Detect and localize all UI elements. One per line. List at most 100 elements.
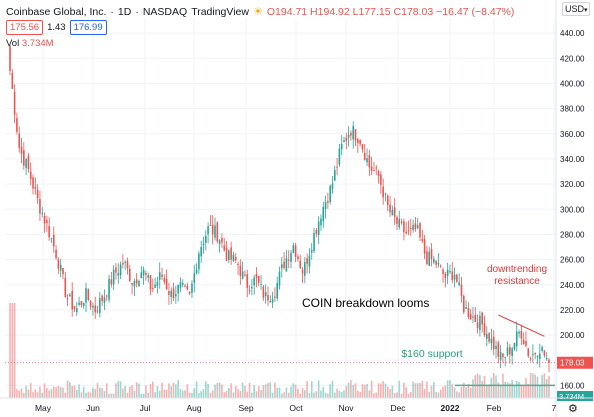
volume-bar	[228, 387, 230, 398]
candle-body	[225, 247, 228, 261]
volume-bar	[48, 390, 50, 398]
candle-body	[412, 224, 414, 231]
volume-bar	[108, 393, 110, 398]
volume-bar	[257, 385, 260, 398]
candle-body	[140, 272, 143, 279]
x-tick-label: Feb	[487, 403, 502, 413]
volume-bar	[327, 393, 329, 398]
candle-body	[92, 305, 94, 308]
candle-body	[133, 281, 136, 287]
bid-ask-row: 175.56 1.43 176.99	[6, 20, 107, 35]
candle-body	[89, 301, 92, 307]
candle-body	[82, 302, 85, 307]
candle-body	[460, 284, 463, 296]
volume-bar	[278, 387, 281, 398]
volume-bar	[158, 390, 161, 398]
volume-bar	[407, 393, 410, 398]
volume-bar	[149, 384, 152, 398]
volume-bar	[52, 386, 55, 398]
candle-body	[239, 265, 242, 276]
candle-body	[548, 359, 550, 363]
volume-bar	[13, 303, 16, 398]
candle-body	[255, 273, 258, 278]
candle-body	[308, 255, 311, 267]
volume-bar	[310, 381, 313, 398]
bid-price[interactable]: 175.56	[6, 20, 44, 35]
candle-body	[80, 301, 83, 305]
volume-bar	[96, 383, 99, 398]
volume-bar	[509, 383, 511, 398]
candle-body	[407, 230, 410, 232]
candle-body	[228, 250, 230, 261]
y-tick-label: 280.00	[560, 230, 585, 239]
volume-bar	[202, 389, 205, 398]
x-tick-label: 2022	[441, 403, 460, 413]
candle-body	[119, 264, 122, 276]
volume-bar	[290, 386, 292, 398]
candle-body	[368, 155, 371, 168]
candle-body	[87, 289, 90, 300]
candle-body	[16, 118, 18, 132]
volume-bar	[506, 382, 509, 398]
ask-price[interactable]: 176.99	[69, 20, 107, 35]
currency-selector[interactable]: USD▾	[562, 2, 590, 16]
volume-bar	[225, 391, 228, 398]
volume-bar	[472, 379, 474, 398]
x-tick-label: Oct	[289, 403, 303, 413]
volume-bar	[152, 381, 154, 398]
volume-bar	[255, 391, 258, 398]
candle-body	[490, 338, 493, 344]
volume-bar	[147, 392, 150, 398]
candle-body	[543, 350, 546, 356]
volume-bar	[437, 392, 440, 398]
candle-body	[515, 331, 518, 347]
annotation-label: $160 support	[401, 348, 462, 360]
candle-body	[317, 221, 320, 235]
volume-bar	[161, 382, 163, 398]
candle-body	[534, 352, 536, 355]
candle-body	[269, 301, 272, 303]
volume-bar	[490, 377, 493, 398]
symbol-name[interactable]: Coinbase Global, Inc.	[6, 5, 107, 18]
volume-bar	[412, 381, 414, 398]
candle-body	[347, 134, 350, 138]
volume-bar	[41, 392, 44, 398]
volume-bar	[280, 393, 283, 398]
candle-body	[396, 217, 398, 224]
gear-icon[interactable]: ⚙	[568, 403, 578, 415]
volume-bar	[234, 385, 237, 398]
candle-body	[502, 353, 504, 358]
candle-body	[398, 218, 401, 228]
candle-body	[532, 354, 534, 356]
x-tick-label: Sep	[238, 403, 253, 413]
candle-body	[234, 257, 237, 261]
volume-bar	[232, 392, 235, 398]
candle-body	[363, 152, 366, 161]
annotation-label: COIN breakdown looms	[302, 296, 429, 310]
volume-bar	[186, 384, 189, 398]
candle-body	[172, 288, 175, 299]
x-tick-label: Jul	[140, 403, 151, 413]
volume-bar	[99, 387, 101, 398]
volume-bar	[534, 374, 536, 398]
volume-bar	[373, 393, 375, 398]
candle-body	[444, 273, 447, 278]
volume-bar	[545, 379, 548, 398]
volume-legend: Vol 3.734M	[6, 38, 54, 49]
candle-body	[126, 261, 129, 269]
volume-bar	[214, 384, 216, 398]
candle-body	[267, 294, 269, 301]
candle-body	[69, 294, 71, 297]
volume-bar	[513, 385, 516, 398]
candle-body	[400, 221, 403, 223]
volume-bar	[511, 379, 513, 398]
x-tick-label: Aug	[186, 403, 201, 413]
volume-bar	[25, 385, 27, 398]
volume-bar	[453, 387, 456, 398]
volume-bar	[11, 303, 14, 398]
candle-body	[391, 209, 394, 216]
volume-bar	[488, 384, 490, 398]
volume-bar	[101, 388, 103, 398]
interval[interactable]: 1D	[117, 5, 132, 18]
